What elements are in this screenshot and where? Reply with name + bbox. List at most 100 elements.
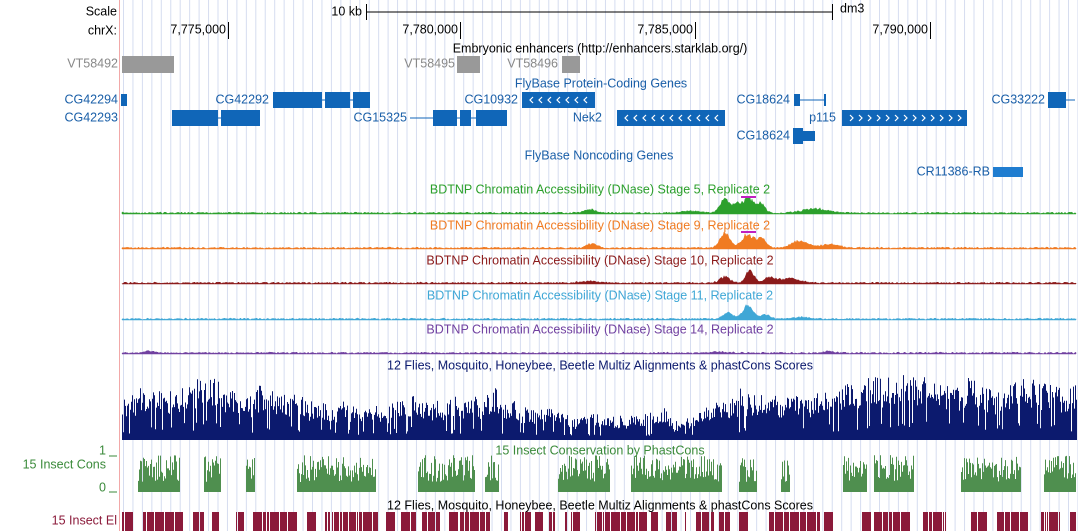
axis-label: 0 (99, 480, 106, 494)
strand-chevron (669, 114, 674, 122)
scale-label: Scale (86, 4, 117, 18)
gene-exon (221, 110, 260, 126)
gene-label: CG42293 (64, 110, 118, 124)
strand-chevron (687, 114, 692, 122)
strand-chevron (705, 114, 710, 122)
strand-chevron (948, 114, 953, 122)
gene-exon (617, 110, 725, 126)
gene-exon (325, 92, 350, 108)
gene-exon (460, 110, 471, 126)
track-title: BDTNP Chromatin Accessibility (DNase) St… (426, 253, 773, 267)
gene-exon (793, 128, 803, 144)
gene-exon (433, 110, 457, 126)
strand-chevron (876, 114, 881, 122)
strand-chevron (574, 96, 579, 104)
noncoding-gene (993, 167, 1023, 177)
strand-chevron (565, 96, 570, 104)
gene-label: CG18624 (736, 92, 790, 106)
strand-chevron (858, 114, 863, 122)
track-label: 15 Insect Cons (23, 457, 106, 471)
strand-chevron (903, 114, 908, 122)
ruler-position: 7,780,000 (402, 22, 458, 36)
gene-exon (1048, 92, 1066, 108)
axis-label: 1 (99, 443, 106, 457)
strand-chevron (930, 114, 935, 122)
strand-chevron (894, 114, 899, 122)
gene-label: CG42294 (64, 92, 118, 106)
gene-exon (522, 92, 595, 108)
track-title: BDTNP Chromatin Accessibility (DNase) St… (430, 182, 770, 196)
signal (121, 196, 1077, 215)
ruler-position: 7,790,000 (872, 22, 928, 36)
gene-label: CG15325 (353, 110, 407, 124)
enhancer-block (457, 56, 480, 73)
gene-exon (824, 94, 826, 106)
gene-exon (172, 110, 218, 126)
gene-exon (273, 92, 322, 108)
track-title: 12 Flies, Mosquito, Honeybee, Beetle Mul… (387, 358, 813, 372)
strand-chevron (583, 96, 588, 104)
signal (121, 269, 1077, 285)
gene-label: CG33222 (991, 92, 1045, 106)
strand-chevron (849, 114, 854, 122)
strand-chevron (642, 114, 647, 122)
enhancer-block (122, 56, 174, 73)
signal-overflow (741, 231, 756, 233)
signal (122, 375, 1077, 440)
strand-chevron (651, 114, 656, 122)
strand-chevron (660, 114, 665, 122)
track-title: FlyBase Noncoding Genes (525, 148, 674, 162)
gene-label: CG10932 (464, 92, 518, 106)
strand-chevron (867, 114, 872, 122)
gene-exon (353, 92, 370, 108)
strand-chevron (912, 114, 917, 122)
enhancer-block (562, 56, 580, 73)
ruler-position: 7,775,000 (170, 22, 226, 36)
gene-label: CG18624 (736, 128, 790, 142)
gene-exon (476, 110, 507, 126)
gene-exon (842, 110, 967, 126)
track-label: 15 Insect El (52, 513, 117, 527)
signal (138, 455, 1076, 492)
gene-exon (803, 131, 815, 141)
scale-bar-label: 10 kb (331, 4, 362, 18)
strand-chevron (538, 96, 543, 104)
strand-chevron (529, 96, 534, 104)
signal (121, 304, 1077, 321)
strand-chevron (957, 114, 962, 122)
track-title: BDTNP Chromatin Accessibility (DNase) St… (427, 288, 773, 302)
enhancer-label: VT58496 (507, 56, 558, 70)
track-title: BDTNP Chromatin Accessibility (DNase) St… (430, 218, 770, 232)
gene-label: CG42292 (215, 92, 269, 106)
strand-chevron (921, 114, 926, 122)
gene-label: p115 (809, 110, 836, 124)
signal (122, 512, 1076, 531)
strand-chevron (633, 114, 638, 122)
enhancer-label: VT58492 (67, 56, 118, 70)
signal-overflow (741, 196, 756, 198)
strand-chevron (624, 114, 629, 122)
signal (121, 231, 1077, 250)
strand-chevron (678, 114, 683, 122)
track-title: 12 Flies, Mosquito, Honeybee, Beetle Mul… (387, 498, 813, 512)
track-title: Embryonic enhancers (http://enhancers.st… (453, 41, 748, 55)
chrom-label: chrX: (88, 23, 117, 37)
track-title: 15 Insect Conservation by PhastCons (495, 443, 704, 457)
track-title: FlyBase Protein-Coding Genes (515, 76, 687, 90)
ruler-position: 7,785,000 (637, 22, 693, 36)
enhancer-label: VT58495 (404, 56, 455, 70)
track-title: BDTNP Chromatin Accessibility (DNase) St… (426, 322, 773, 336)
strand-chevron (547, 96, 552, 104)
gene-exon (794, 94, 800, 106)
strand-chevron (939, 114, 944, 122)
gene-label: CR11386-RB (917, 164, 990, 178)
strand-chevron (696, 114, 701, 122)
gene-exon (121, 94, 127, 106)
strand-chevron (885, 114, 890, 122)
assembly-label: dm3 (840, 1, 864, 15)
gene-label: Nek2 (573, 110, 602, 124)
strand-chevron (556, 96, 561, 104)
signal (121, 350, 1077, 355)
strand-chevron (714, 114, 719, 122)
